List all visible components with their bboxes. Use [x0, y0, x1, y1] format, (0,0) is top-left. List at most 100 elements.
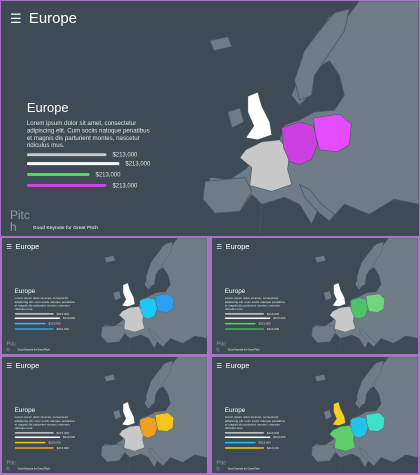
heading: Europe	[15, 288, 36, 295]
bar-label: $213,000	[267, 327, 280, 331]
map-country	[314, 255, 327, 263]
map-highlight-germany	[281, 121, 318, 165]
bar-label: $213,000	[57, 431, 70, 435]
body-text: ridiculus mus.	[15, 307, 34, 311]
body-text: et magnis dis parturient montes, nascetu…	[15, 423, 70, 427]
menu-icon: ☰	[6, 363, 12, 370]
bar	[26, 173, 90, 177]
bar	[224, 441, 256, 444]
map-country	[104, 374, 116, 382]
brand: Pitc h	[6, 461, 16, 473]
main-slide: ☰ Europe Europe Lorem ipsum dolor sit amet,…	[1, 1, 419, 236]
map-country	[323, 409, 332, 420]
body-text: Lorem ipsum dolor sit amet, consectetur	[225, 415, 279, 419]
body-text: adipiscing elit. Cum sociis natoque pena…	[15, 300, 76, 304]
bar-label: $213,000	[125, 162, 151, 168]
body-text: adipiscing elit. Cum sociis natoque pena…	[225, 300, 286, 304]
map-highlight-france	[329, 425, 356, 452]
body-text: et magnis dis parturient montes, nascetu…	[225, 304, 280, 308]
body-text: Lorem ipsum dolor sit amet, consectetur	[15, 296, 69, 300]
map-country	[202, 177, 253, 214]
map-country	[294, 8, 350, 101]
body-text: Lorem ipsum dolor sit amet, consectetur	[27, 120, 136, 127]
body-text: ridiculus mus.	[225, 307, 244, 311]
body-text: Lorem ipsum dolor sit amet, consectetur	[225, 296, 279, 300]
slide-title: Europe	[226, 361, 250, 370]
body-text: et magnis dis parturient montes, nascetu…	[15, 304, 70, 308]
map-highlight-germany	[350, 297, 369, 319]
map-country	[358, 447, 377, 466]
tagline: Good Keynote for Great Pitch	[18, 468, 51, 471]
map-highlight-uk	[121, 401, 135, 426]
bar	[14, 313, 54, 315]
heading: Europe	[225, 288, 246, 295]
heading: Europe	[27, 100, 69, 115]
bar-label: $213,000	[267, 312, 280, 316]
map-highlight-germany	[139, 297, 158, 319]
bar	[224, 317, 271, 320]
bar-label: $213,000	[273, 316, 286, 320]
map-highlight-uk	[332, 401, 346, 426]
menu-icon: ☰	[10, 12, 22, 27]
map-country	[227, 107, 245, 129]
tagline: Good Keynote for Great Pitch	[228, 349, 261, 352]
bar-label: $213,000	[57, 327, 70, 331]
body-text: ridiculus mus.	[15, 426, 34, 430]
bar-label: $213,000	[267, 446, 280, 450]
bar	[26, 183, 107, 187]
map-highlight-france	[239, 139, 292, 192]
bar	[224, 322, 256, 325]
map-country	[356, 360, 384, 407]
map-country	[323, 290, 332, 301]
body-text: adipiscing elit. Cum sociis natoque pena…	[27, 127, 150, 134]
brand: Pitc h	[6, 342, 16, 354]
tagline: Good Keynote for Great Pitch	[18, 349, 51, 352]
bar	[14, 328, 54, 330]
bar	[14, 447, 54, 449]
map-highlight-germany	[139, 416, 158, 438]
bar-label: $213,000	[112, 183, 138, 189]
map-country	[311, 443, 336, 462]
slide-title: Europe	[226, 242, 250, 251]
map-highlight-germany	[350, 416, 369, 438]
map-highlight-uk	[121, 282, 135, 307]
map-highlight-uk	[332, 282, 346, 307]
bar-label: $213,000	[63, 316, 76, 320]
brand: Pitc h	[216, 342, 226, 354]
map-highlight-uk	[245, 91, 273, 141]
map-country	[314, 374, 327, 382]
body-text: adipiscing elit. Cum sociis natoque pena…	[225, 419, 286, 423]
map-country	[113, 409, 122, 420]
bar-label: $213,000	[48, 322, 61, 326]
heading: Europe	[15, 407, 36, 414]
map-country	[358, 328, 377, 347]
menu-icon: ☰	[216, 363, 222, 370]
bar-label: $213,000	[259, 441, 272, 445]
bar-label: $213,000	[267, 431, 280, 435]
map-country	[100, 324, 126, 343]
map-country	[311, 324, 336, 343]
bar-label: $213,000	[48, 441, 61, 445]
bar-label: $213,000	[112, 153, 138, 159]
map-highlight-poland	[313, 113, 352, 153]
slide-title: Europe	[16, 242, 40, 251]
map-highlight-poland	[155, 293, 174, 313]
menu-icon: ☰	[216, 244, 222, 251]
map-highlight-poland	[365, 412, 385, 432]
bar-label: $213,000	[63, 435, 76, 439]
body-text: Lorem ipsum dolor sit amet, consectetur	[15, 415, 69, 419]
bar	[224, 436, 271, 439]
bar-label: $213,000	[57, 446, 70, 450]
map-highlight-france	[329, 306, 356, 333]
map-highlight-france	[118, 306, 145, 333]
map-country	[145, 360, 174, 407]
bar	[14, 432, 54, 434]
map-country	[298, 183, 335, 222]
map-country	[145, 241, 174, 288]
bar	[14, 322, 46, 325]
